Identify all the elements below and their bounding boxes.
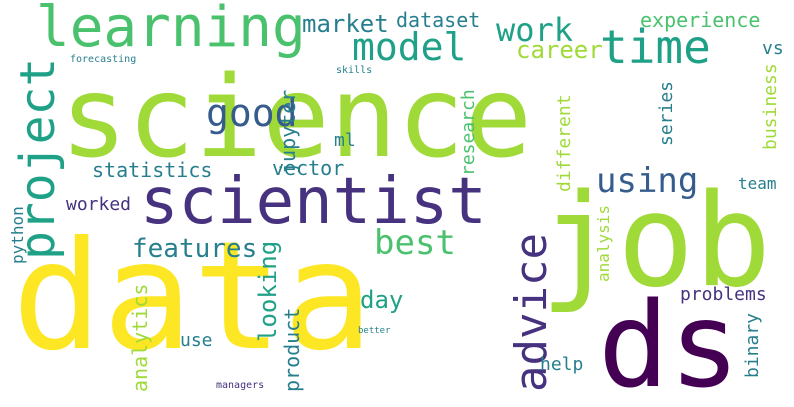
word-scientist: scientist	[140, 165, 487, 239]
word-better: better	[358, 326, 391, 336]
word-good: good	[206, 91, 298, 135]
word-research: research	[458, 89, 479, 176]
word-help: help	[540, 354, 584, 375]
word-python: python	[8, 206, 27, 264]
word-best: best	[374, 223, 456, 263]
word-model: model	[352, 25, 467, 69]
word-product: product	[280, 307, 304, 392]
word-learning: learning	[36, 0, 306, 60]
word-problems: problems	[680, 284, 767, 305]
word-time: time	[600, 20, 711, 74]
word-work: work	[496, 11, 574, 49]
word-day: day	[360, 286, 404, 314]
word-data: data	[12, 210, 374, 384]
word-worked: worked	[66, 194, 132, 215]
word-binary: binary	[742, 312, 763, 378]
word-features: features	[132, 234, 258, 264]
word-statistics: statistics	[92, 158, 213, 182]
word-job: job	[540, 167, 772, 316]
word-analytics: analytics	[128, 283, 152, 392]
word-vs: vs	[762, 38, 784, 59]
word-managers: managers	[216, 380, 265, 391]
word-looking: looking	[254, 240, 282, 342]
word-career: career	[516, 36, 603, 64]
word-skills: skills	[336, 65, 373, 76]
word-using: using	[596, 161, 699, 201]
word-forecasting: forecasting	[70, 54, 137, 65]
word-analysis: analysis	[594, 204, 613, 282]
word-business: business	[760, 63, 781, 150]
word-team: team	[738, 174, 777, 193]
word-use: use	[180, 330, 213, 351]
word-dataset: dataset	[396, 8, 481, 32]
word-vector: vector	[272, 156, 345, 180]
word-ds: ds	[598, 276, 741, 407]
word-ml: ml	[334, 130, 356, 151]
word-experience: experience	[640, 8, 761, 32]
word-different: different	[554, 94, 575, 192]
word-series: series	[656, 80, 677, 146]
word-science: science	[60, 53, 533, 183]
word-market: market	[302, 10, 389, 38]
